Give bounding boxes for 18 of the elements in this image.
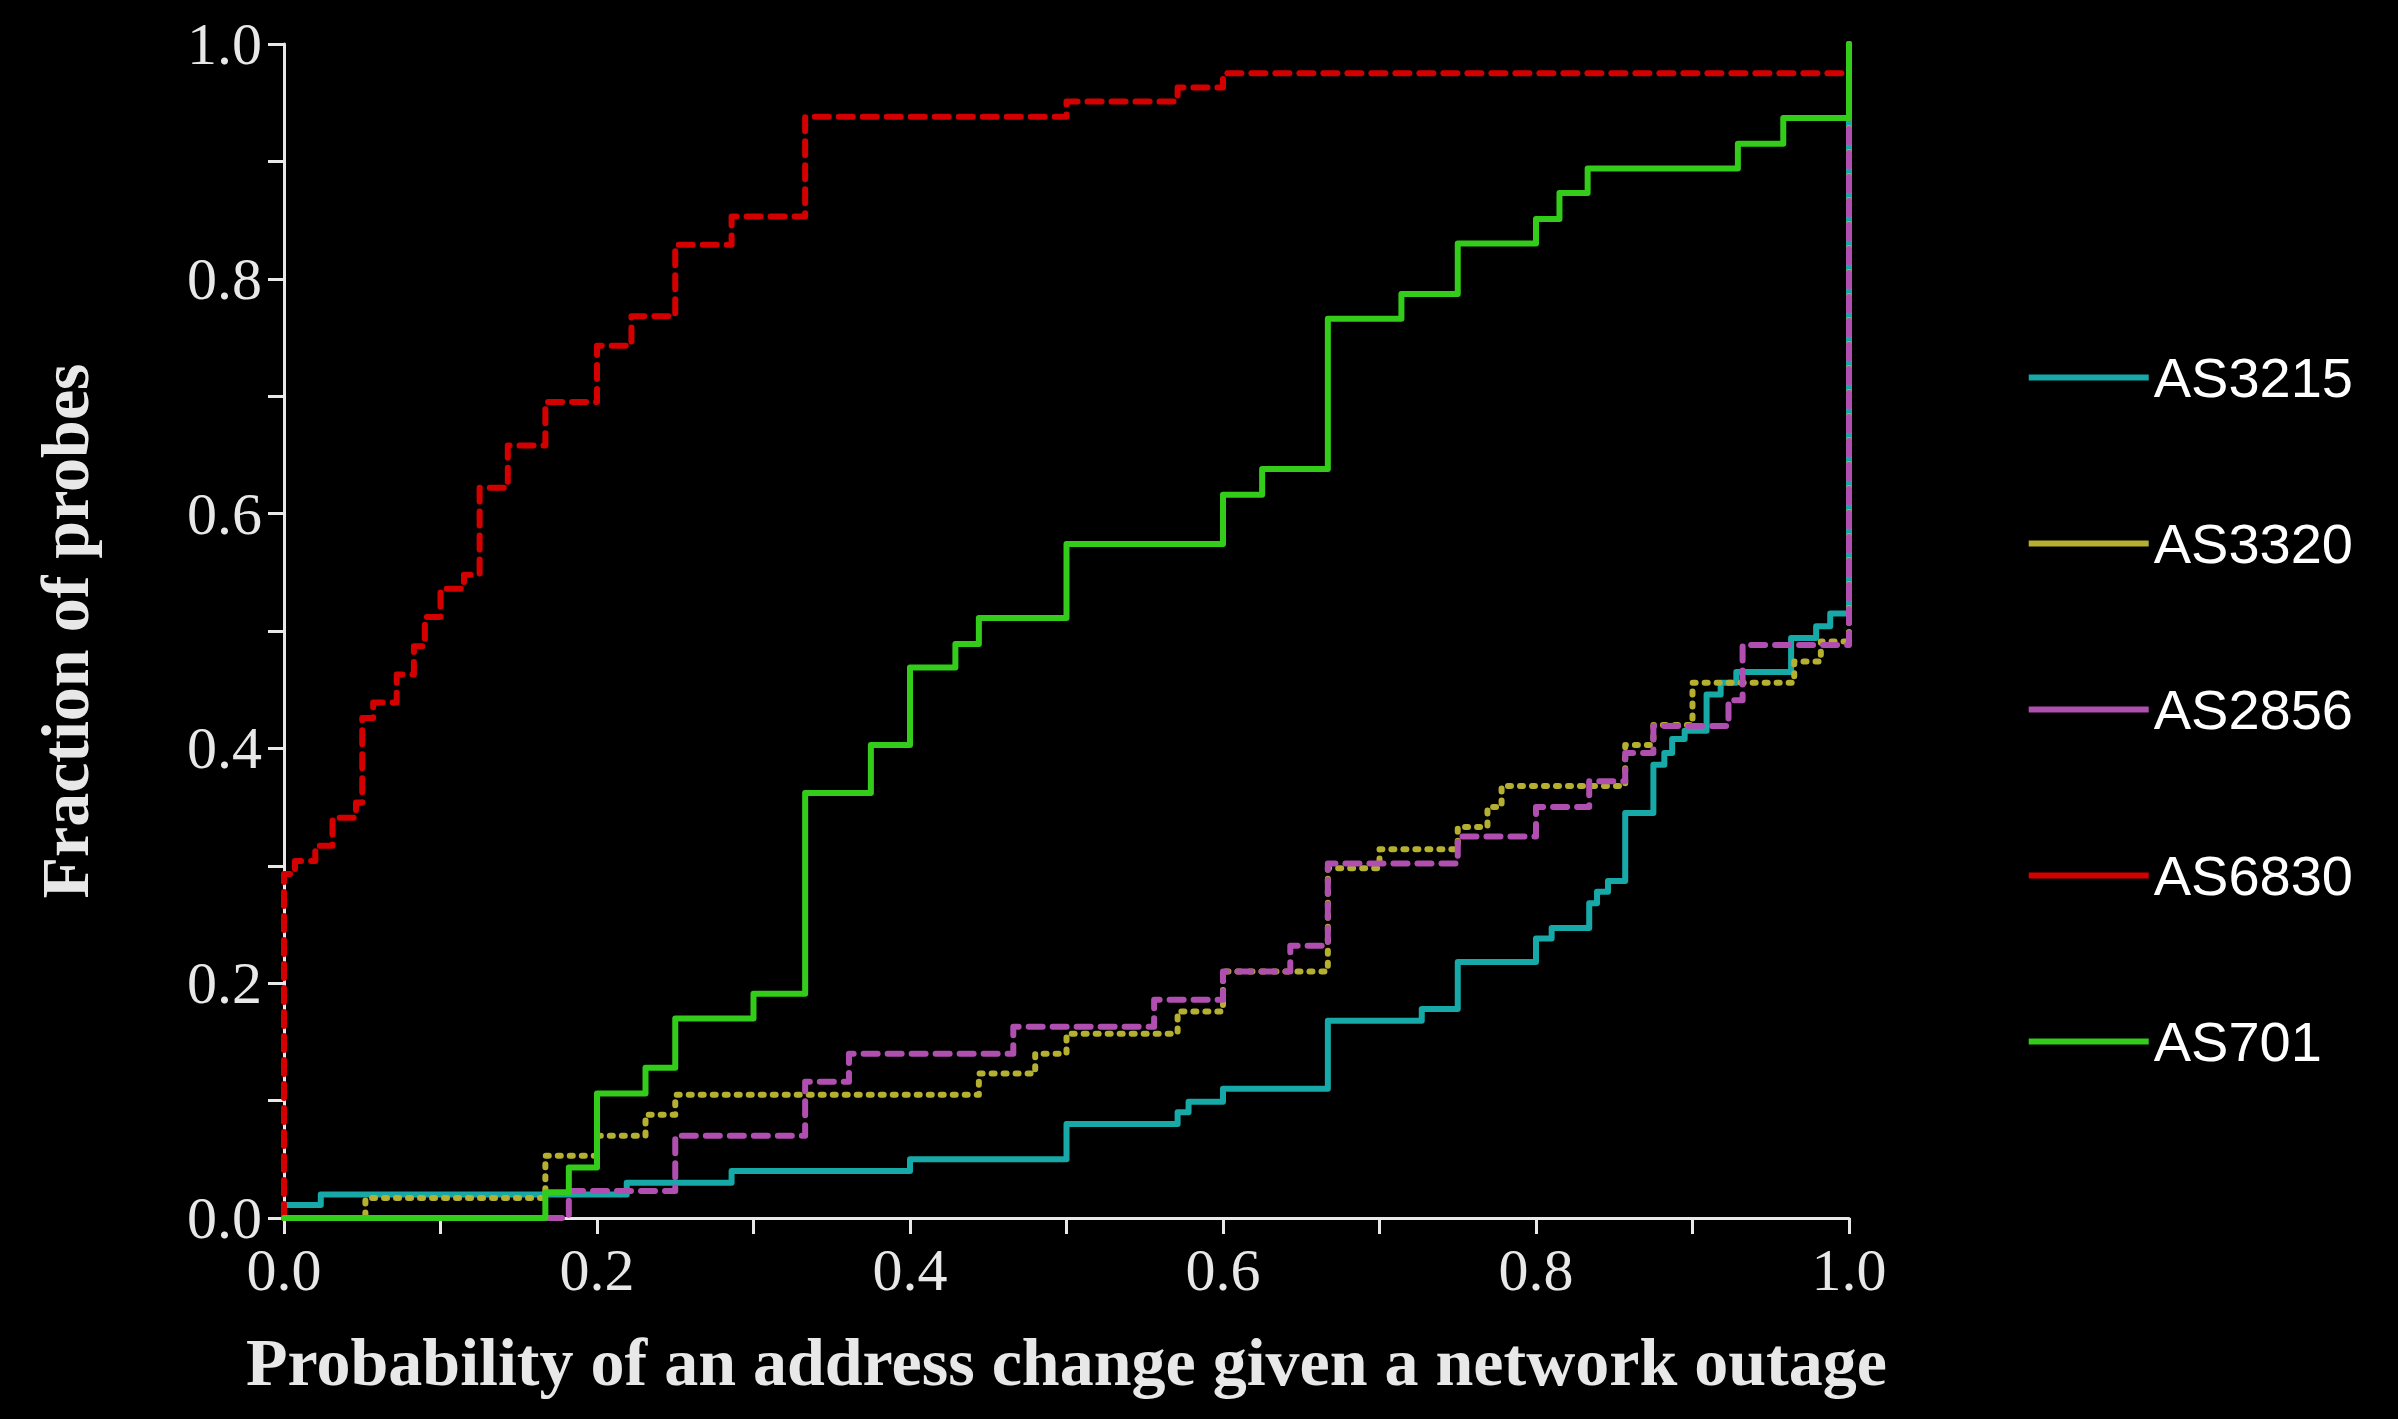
- legend-label: AS6830: [2153, 844, 2353, 907]
- legend-label: AS3320: [2153, 512, 2353, 575]
- x-tick-label: 0.4: [872, 1237, 948, 1303]
- x-tick-label: 0.2: [559, 1237, 635, 1303]
- x-axis-title: Probability of an address change given a network outage: [246, 1324, 1887, 1400]
- y-tick-label: 0.2: [187, 950, 262, 1017]
- y-axis-title: Fraction of probes: [27, 363, 103, 899]
- y-tick-label: 0.0: [187, 1185, 262, 1251]
- y-tick-label: 0.6: [187, 480, 262, 547]
- y-tick-label: 1.0: [187, 11, 262, 77]
- legend-label: AS2856: [2153, 678, 2353, 741]
- x-tick-label: 1.0: [1811, 1237, 1887, 1303]
- x-tick-label: 0.8: [1498, 1237, 1574, 1303]
- y-tick-label: 0.4: [187, 715, 262, 782]
- y-tick-label: 0.8: [187, 245, 262, 312]
- x-tick-label: 0.6: [1185, 1237, 1261, 1303]
- legend-label: AS701: [2153, 1010, 2322, 1073]
- legend-label: AS3215: [2153, 346, 2353, 409]
